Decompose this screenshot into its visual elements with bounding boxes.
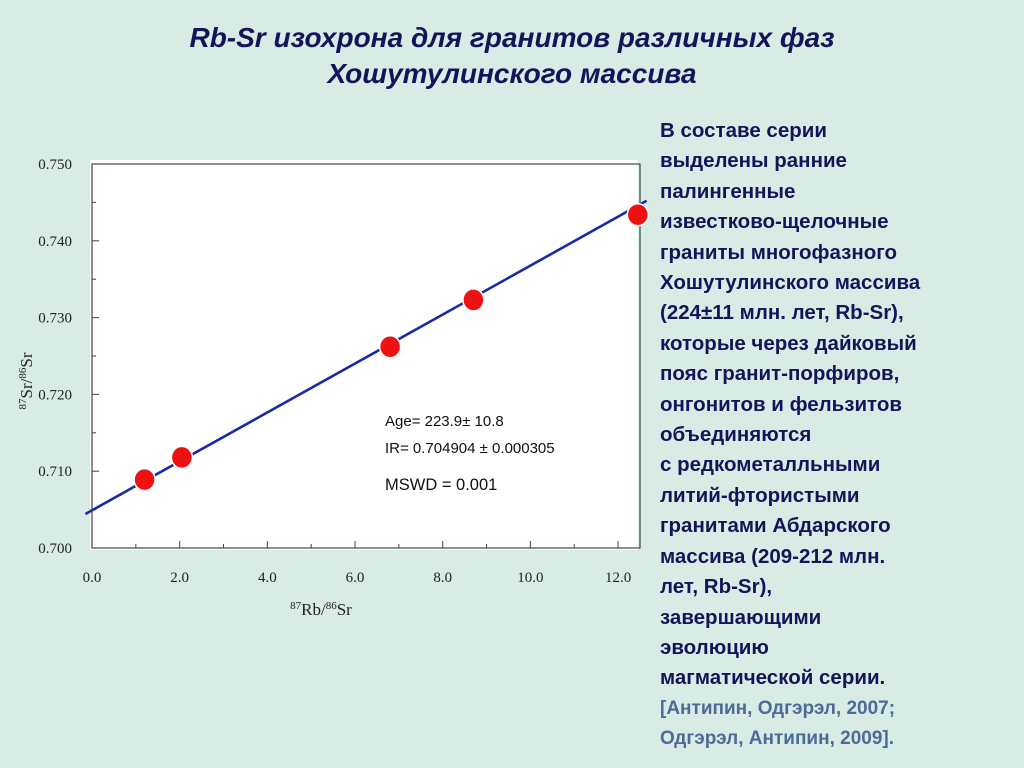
plot-panel [90,160,638,550]
title-line-2: Хошутулинского массива [327,58,697,89]
data-point [378,335,402,359]
stats-annotation: Age= 223.9± 10.8 [385,413,504,430]
body-line: которые через дайковый [660,331,917,355]
slide-title: Rb-Sr изохрона для гранитов различных фа… [0,20,1024,92]
body-line: массива (209-212 млн. [660,544,886,568]
body-line: литий-фтористыми [660,483,860,507]
data-point [170,445,194,470]
x-tick-label: 10.0 [517,570,543,586]
body-line: известково-щелочные [660,210,889,234]
x-tick-label: 6.0 [346,570,365,586]
body-line: палингенные [660,179,796,203]
y-tick-label: 0.750 [38,157,72,173]
x-tick-label: 12.0 [605,570,631,586]
data-point [462,288,485,312]
body-line: эволюцию [660,635,769,659]
description-text: В составе серии выделены ранние палинген… [660,116,1010,754]
x-tick-label: 0.0 [83,570,102,586]
body-line: (224±11 млн. лет, Rb-Sr), [660,301,904,325]
stats-annotation: MSWD = 0.001 [385,476,497,494]
x-tick-label: 2.0 [170,570,189,586]
body-line: лет, Rb-Sr), [660,575,773,599]
stats-annotation: IR= 0.704904 ± 0.000305 [385,440,555,457]
isochron-line [84,199,648,516]
body-line: онгонитов и фельзитов [660,392,902,416]
x-tick-label: 4.0 [258,570,277,586]
y-axis-title: 87Sr/86Sr [17,352,36,409]
body-line: магматической серии. [660,666,886,690]
y-tick-label: 0.700 [38,541,72,557]
x-axis-title: 87Rb/86Sr [290,600,352,619]
body-line: с редкометалльными [660,453,881,477]
body-line: объединяются [660,423,812,447]
data-point [133,467,156,492]
body-line: Хошутулинского массива [660,271,921,295]
y-tick-label: 0.730 [38,311,72,327]
y-tick-label: 0.710 [38,464,72,480]
body-line: гранитами Абдарского [660,514,891,538]
body-line: завершающими [660,605,822,629]
x-tick-label: 8.0 [433,570,452,586]
reference-line: Одгэрэл, Антипин, 2009]. [660,727,895,749]
data-point [626,202,650,227]
title-line-1: Rb-Sr изохрона для гранитов различных фа… [189,22,835,53]
body-line: пояс гранит-порфиров, [660,362,900,386]
body-line: выделены ранние [660,149,847,173]
body-line: В составе серии [660,119,827,142]
y-tick-label: 0.720 [38,387,72,403]
reference-line: [Антипин, Одгэрэл, 2007; [660,697,896,719]
body-line: граниты многофазного [660,240,898,264]
y-tick-label: 0.740 [38,234,72,250]
